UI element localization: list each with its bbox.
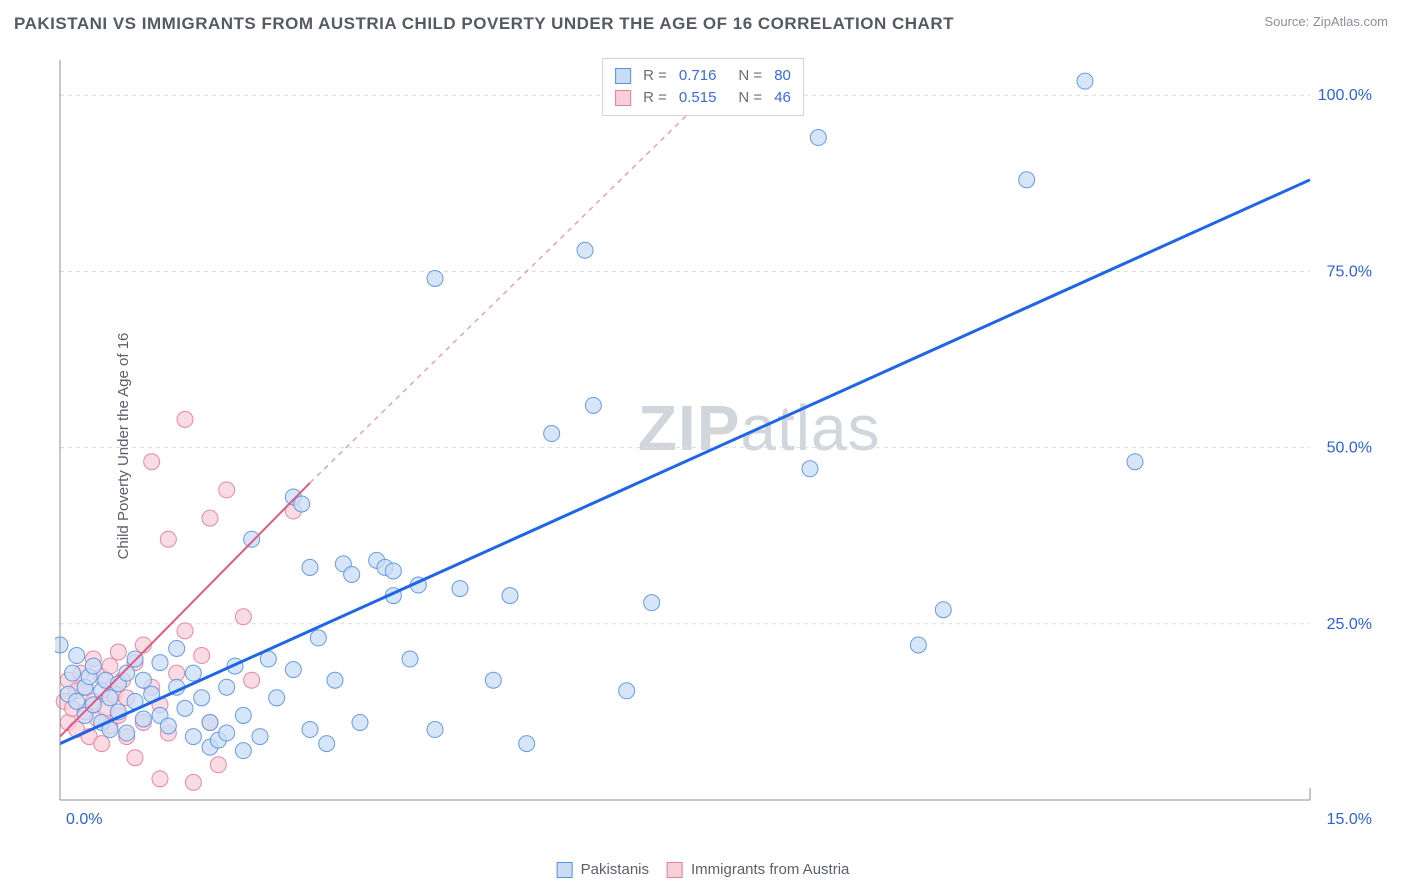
swatch-blue-icon xyxy=(557,862,573,878)
legend-row-pakistanis: R = 0.716 N = 80 xyxy=(615,65,791,87)
legend-item-austria: Immigrants from Austria xyxy=(667,861,849,878)
scatter-plot: 25.0% 50.0% 75.0% 100.0% 0.0% 15.0% xyxy=(55,50,1380,835)
svg-text:100.0%: 100.0% xyxy=(1318,87,1372,104)
source-credit: Source: ZipAtlas.com xyxy=(1264,14,1388,29)
swatch-pink-icon xyxy=(667,862,683,878)
svg-text:15.0%: 15.0% xyxy=(1327,811,1372,828)
swatch-pink-icon xyxy=(615,90,631,106)
legend-row-austria: R = 0.515 N = 46 xyxy=(615,87,791,109)
chart-container: PAKISTANI VS IMMIGRANTS FROM AUSTRIA CHI… xyxy=(0,0,1406,892)
chart-title: PAKISTANI VS IMMIGRANTS FROM AUSTRIA CHI… xyxy=(14,14,954,34)
svg-text:75.0%: 75.0% xyxy=(1327,263,1372,280)
svg-text:25.0%: 25.0% xyxy=(1327,616,1372,633)
swatch-blue-icon xyxy=(615,68,631,84)
legend-item-pakistanis: Pakistanis xyxy=(557,861,649,878)
svg-text:0.0%: 0.0% xyxy=(66,811,102,828)
svg-text:50.0%: 50.0% xyxy=(1327,440,1372,457)
legend-correlation: R = 0.716 N = 80 R = 0.515 N = 46 xyxy=(602,58,804,116)
legend-series: Pakistanis Immigrants from Austria xyxy=(557,861,850,878)
